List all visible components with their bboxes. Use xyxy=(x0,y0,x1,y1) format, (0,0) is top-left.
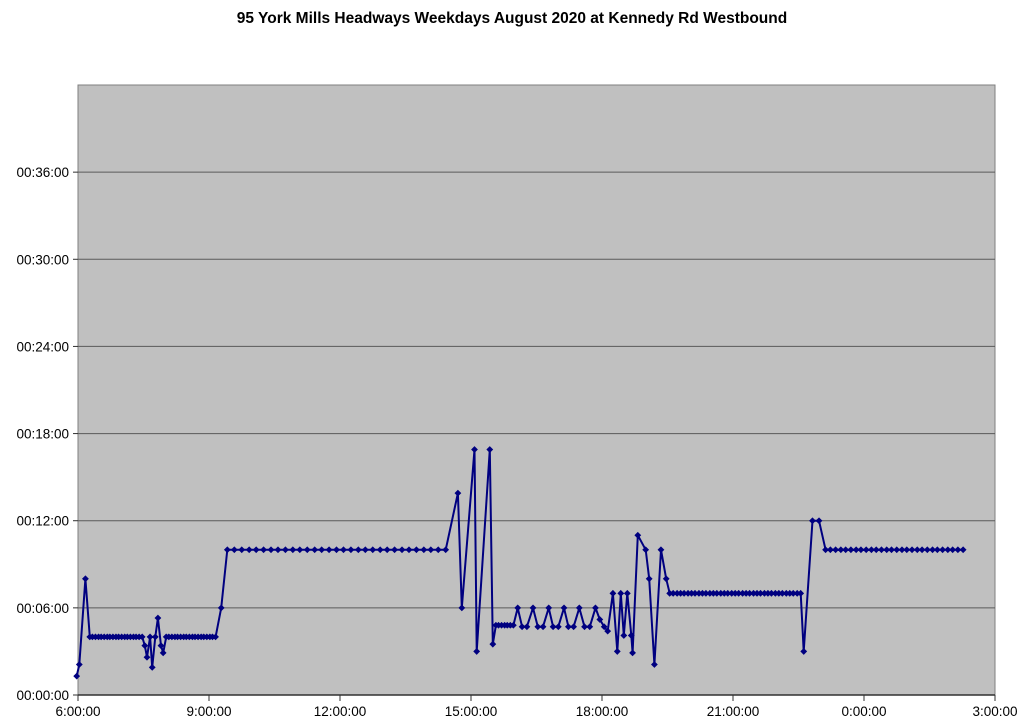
x-tick-label: 6:00:00 xyxy=(55,704,100,719)
x-tick-label: 21:00:00 xyxy=(707,704,760,719)
x-tick-label: 3:00:00 xyxy=(972,704,1017,719)
y-tick-label: 00:00:00 xyxy=(16,688,69,703)
x-tick-label: 12:00:00 xyxy=(314,704,367,719)
y-tick-label: 00:06:00 xyxy=(16,601,69,616)
y-tick-label: 00:12:00 xyxy=(16,514,69,529)
x-tick-label: 0:00:00 xyxy=(841,704,886,719)
x-tick-label: 9:00:00 xyxy=(186,704,231,719)
x-tick-label: 15:00:00 xyxy=(445,704,498,719)
chart-title: 95 York Mills Headways Weekdays August 2… xyxy=(236,10,788,27)
plot-area xyxy=(77,84,996,696)
y-tick-label: 00:24:00 xyxy=(16,339,69,354)
y-tick-label: 00:18:00 xyxy=(16,427,69,442)
y-tick-label: 00:36:00 xyxy=(16,165,69,180)
y-tick-label: 00:30:00 xyxy=(16,252,69,267)
x-tick-label: 18:00:00 xyxy=(576,704,629,719)
